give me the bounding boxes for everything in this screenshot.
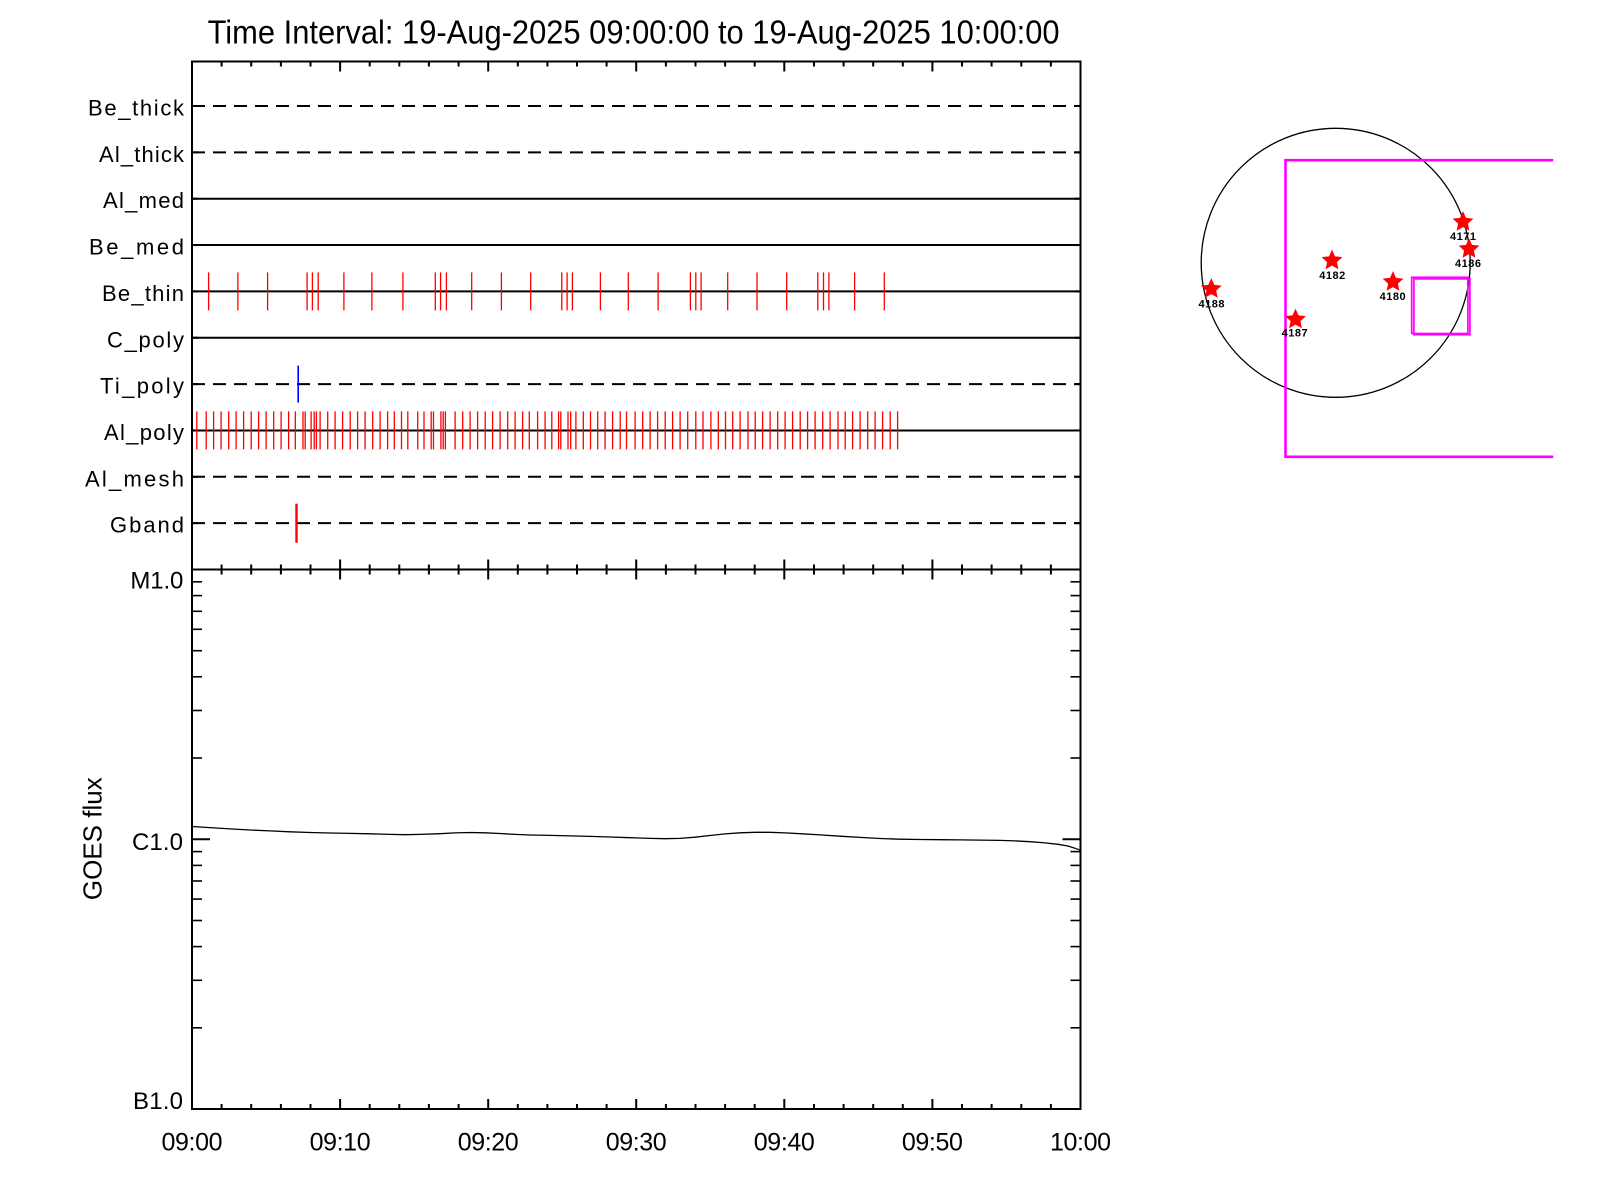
svg-text:10:00: 10:00 (1050, 1129, 1111, 1157)
svg-text:Be_thick: Be_thick (88, 96, 185, 121)
svg-text:09:00: 09:00 (162, 1129, 223, 1157)
svg-text:C1.0: C1.0 (132, 829, 183, 856)
svg-text:09:40: 09:40 (754, 1129, 815, 1157)
svg-text:09:50: 09:50 (902, 1129, 963, 1157)
svg-text:Al_med: Al_med (103, 188, 184, 213)
svg-text:Ti_poly: Ti_poly (100, 374, 184, 399)
svg-text:C_poly: C_poly (107, 327, 184, 352)
svg-text:09:30: 09:30 (606, 1129, 667, 1157)
svg-text:Gband: Gband (110, 513, 184, 538)
svg-text:GOES flux: GOES flux (78, 777, 108, 900)
svg-text:4180: 4180 (1380, 291, 1406, 303)
svg-text:Al_thick: Al_thick (99, 142, 185, 167)
svg-text:Be_med: Be_med (89, 235, 184, 260)
svg-text:4171: 4171 (1450, 231, 1476, 243)
svg-text:Be_thin: Be_thin (102, 281, 184, 306)
svg-text:Al_mesh: Al_mesh (85, 466, 184, 491)
svg-text:B1.0: B1.0 (133, 1088, 183, 1115)
svg-text:4186: 4186 (1455, 258, 1481, 270)
svg-text:09:20: 09:20 (458, 1129, 519, 1157)
svg-text:M1.0: M1.0 (130, 568, 183, 595)
svg-text:4188: 4188 (1199, 299, 1225, 311)
svg-text:Al_poly: Al_poly (104, 420, 184, 445)
svg-text:4182: 4182 (1319, 270, 1345, 282)
svg-text:09:10: 09:10 (310, 1129, 371, 1157)
svg-text:4187: 4187 (1282, 328, 1308, 340)
svg-text:Time Interval: 19-Aug-2025 09:: Time Interval: 19-Aug-2025 09:00:00 to 1… (208, 14, 1060, 51)
